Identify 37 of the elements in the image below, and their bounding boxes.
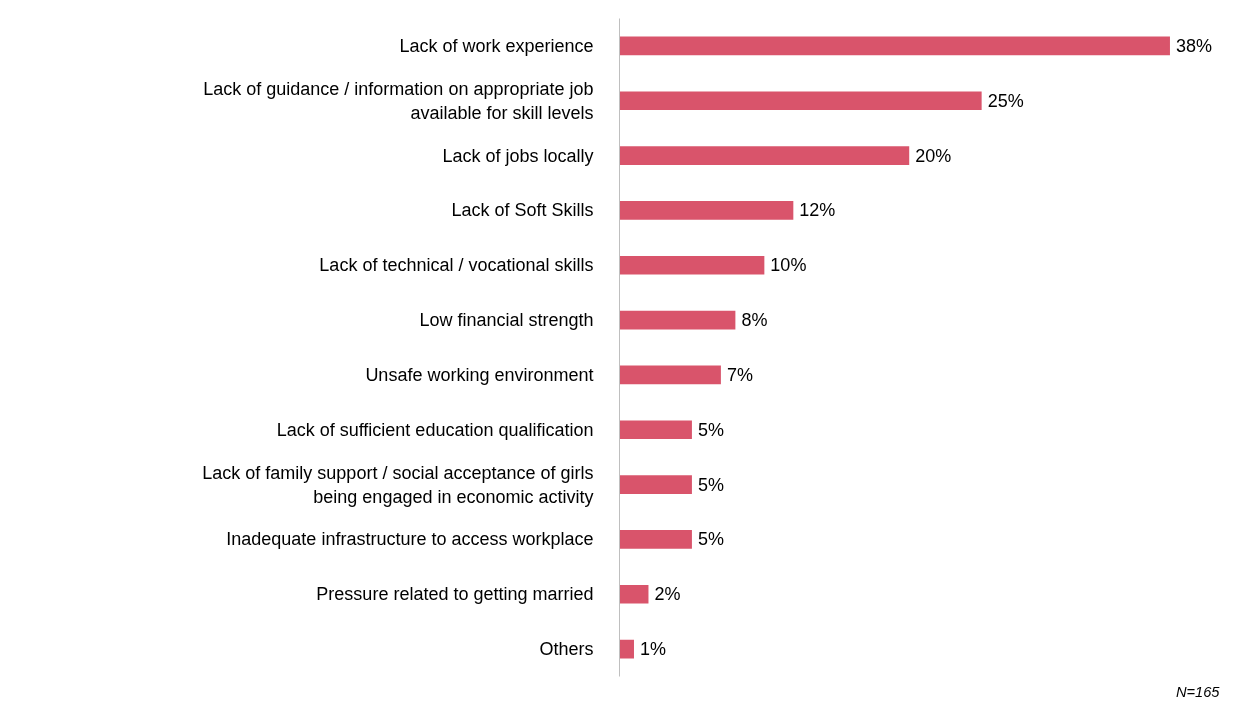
y-tick-label: Lack of family support / social acceptance of girls being engaged in economic activity xyxy=(202,462,594,507)
bar xyxy=(619,475,692,494)
bar xyxy=(619,36,1170,56)
y-tick-label: Pressure related to getting married xyxy=(316,584,594,605)
data-label: 25% xyxy=(987,90,1024,111)
bar xyxy=(619,420,692,440)
bar xyxy=(619,201,794,220)
bar xyxy=(619,639,634,659)
data-label: 1% xyxy=(639,639,666,660)
data-label: 5% xyxy=(697,474,724,495)
y-tick-label: Others xyxy=(539,639,594,660)
data-label: 20% xyxy=(915,145,952,166)
data-label: 8% xyxy=(741,310,768,331)
data-label: 2% xyxy=(654,584,681,605)
bar xyxy=(619,584,649,604)
data-label: 5% xyxy=(697,529,724,550)
y-tick-label: Lack of Soft Skills xyxy=(451,200,594,221)
y-tick-label: Lack of work experience xyxy=(399,35,594,56)
data-label: 5% xyxy=(697,419,724,440)
y-tick-label: Inadequate infrastructure to access workplace xyxy=(226,529,594,550)
y-tick-label: Lack of sufficient education qualification xyxy=(276,419,594,440)
y-tick-label: Lack of technical / vocational skills xyxy=(319,255,594,276)
text: N=165 xyxy=(1175,683,1221,700)
y-tick-label: Lack of guidance / information on appropriate job available for skill levels xyxy=(203,78,594,123)
bar xyxy=(619,310,736,330)
bar xyxy=(619,91,982,111)
bar xyxy=(619,255,765,275)
data-label: 10% xyxy=(770,255,807,276)
y-tick-label: Unsafe working environment xyxy=(365,364,594,385)
bar xyxy=(619,146,910,165)
y-tick-label: Low financial strength xyxy=(419,310,594,331)
data-label: 12% xyxy=(799,200,836,221)
data-label: 7% xyxy=(726,364,753,385)
y-tick-label: Lack of jobs locally xyxy=(442,145,594,166)
bar xyxy=(619,365,721,385)
data-label: 38% xyxy=(1175,35,1212,56)
bar xyxy=(619,530,692,549)
